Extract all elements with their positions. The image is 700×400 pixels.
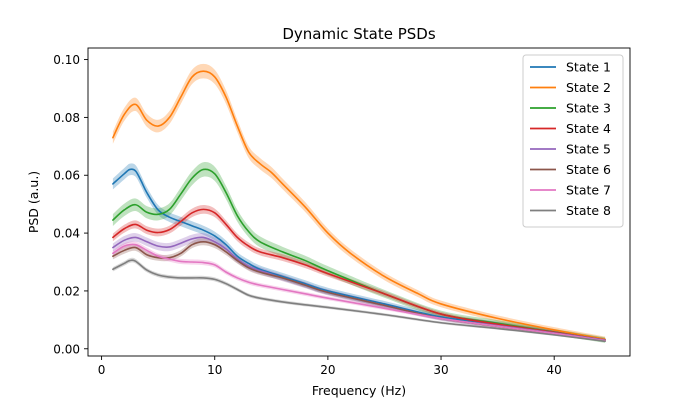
series-line-state-8 — [112, 259, 606, 343]
x-tick-label: 30 — [433, 363, 448, 377]
x-tick-label: 40 — [547, 363, 562, 377]
legend-label: State 7 — [566, 183, 611, 198]
y-axis-ticks: 0.00 0.02 0.04 0.06 0.08 0.10 — [53, 53, 88, 356]
chart-title: Dynamic State PSDs — [282, 25, 436, 43]
y-axis-label: PSD (a.u.) — [26, 171, 41, 233]
legend-label: State 4 — [566, 121, 611, 136]
legend-label: State 1 — [566, 60, 611, 75]
legend-label: State 5 — [566, 142, 611, 157]
y-tick-label: 0.02 — [53, 284, 80, 298]
plot-frame — [87, 47, 631, 357]
x-tick-label: 10 — [207, 363, 222, 377]
series-band-state-4 — [112, 205, 606, 342]
legend-item-state-3: State 3 — [530, 101, 611, 116]
series-line-state-7 — [112, 243, 606, 342]
y-tick-label: 0.04 — [53, 227, 80, 241]
x-tick-label: 0 — [98, 363, 106, 377]
x-axis-ticks: 0 10 20 30 40 — [98, 356, 562, 377]
legend-item-state-1: State 1 — [530, 60, 611, 75]
legend-box — [522, 54, 624, 228]
legend-item-state-6: State 6 — [530, 162, 611, 177]
series-line-state-6 — [112, 240, 606, 342]
series-line-state-2 — [112, 70, 606, 341]
legend-label: State 8 — [566, 203, 611, 218]
legend-label: State 3 — [566, 101, 611, 116]
series-band-state-3 — [112, 162, 606, 343]
legend-item-state-2: State 2 — [530, 80, 611, 95]
legend-item-state-8: State 8 — [530, 203, 611, 218]
y-tick-label: 0.06 — [53, 169, 80, 183]
series-lines — [112, 70, 606, 343]
series-line-state-4 — [112, 208, 606, 341]
legend-item-state-4: State 4 — [530, 121, 611, 136]
legend-items: State 1 State 2 State 3 State 4 State 5 State… — [530, 60, 611, 218]
y-tick-label: 0.00 — [53, 342, 80, 356]
legend-label: State 6 — [566, 162, 611, 177]
series-line-state-1 — [112, 168, 606, 341]
legend-item-state-5: State 5 — [530, 142, 611, 157]
x-tick-label: 20 — [320, 363, 335, 377]
x-axis-label: Frequency (Hz) — [312, 383, 406, 398]
y-tick-label: 0.08 — [53, 111, 80, 125]
legend-label: State 2 — [566, 80, 611, 95]
legend: State 1 State 2 State 3 State 4 State 5 State… — [522, 54, 624, 228]
y-tick-label: 0.10 — [53, 53, 80, 67]
legend-item-state-7: State 7 — [530, 183, 611, 198]
